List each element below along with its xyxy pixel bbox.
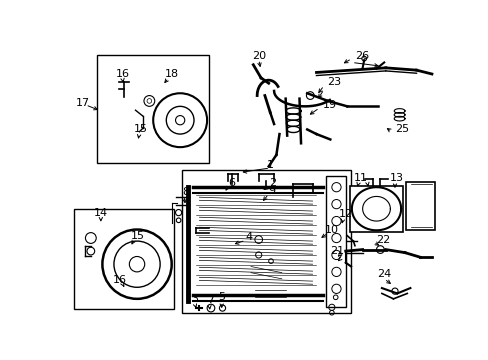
Bar: [405, 182, 434, 230]
Text: 7: 7: [206, 295, 213, 305]
Text: 16: 16: [115, 69, 129, 79]
Text: 5: 5: [218, 292, 225, 302]
Text: 15: 15: [134, 125, 147, 134]
Text: 24: 24: [376, 269, 390, 279]
Bar: [349, 186, 403, 232]
Text: 19: 19: [322, 100, 336, 110]
Text: 2: 2: [268, 178, 276, 188]
Text: 23: 23: [326, 77, 341, 87]
Text: 13: 13: [389, 173, 404, 183]
Text: 14: 14: [94, 208, 108, 217]
Text: 8: 8: [182, 187, 189, 197]
Text: 10: 10: [324, 225, 338, 235]
Bar: [74, 209, 174, 309]
Text: 18: 18: [164, 69, 179, 79]
Text: 12: 12: [338, 209, 352, 219]
Text: 3: 3: [191, 294, 198, 304]
Text: 17: 17: [76, 98, 90, 108]
Bar: [182, 170, 350, 313]
Text: 26: 26: [354, 50, 368, 60]
Bar: [97, 55, 208, 163]
Text: 22: 22: [376, 235, 390, 244]
Text: 1: 1: [266, 160, 273, 170]
Bar: [326, 176, 346, 307]
Text: 4: 4: [244, 232, 252, 242]
Text: 6: 6: [228, 177, 235, 188]
Text: 16: 16: [113, 275, 127, 285]
Text: 15: 15: [130, 231, 144, 241]
Text: 11: 11: [353, 173, 367, 183]
Text: 20: 20: [251, 50, 265, 60]
Text: 9: 9: [268, 186, 275, 196]
Text: 25: 25: [394, 125, 408, 134]
Text: 21: 21: [329, 246, 344, 256]
